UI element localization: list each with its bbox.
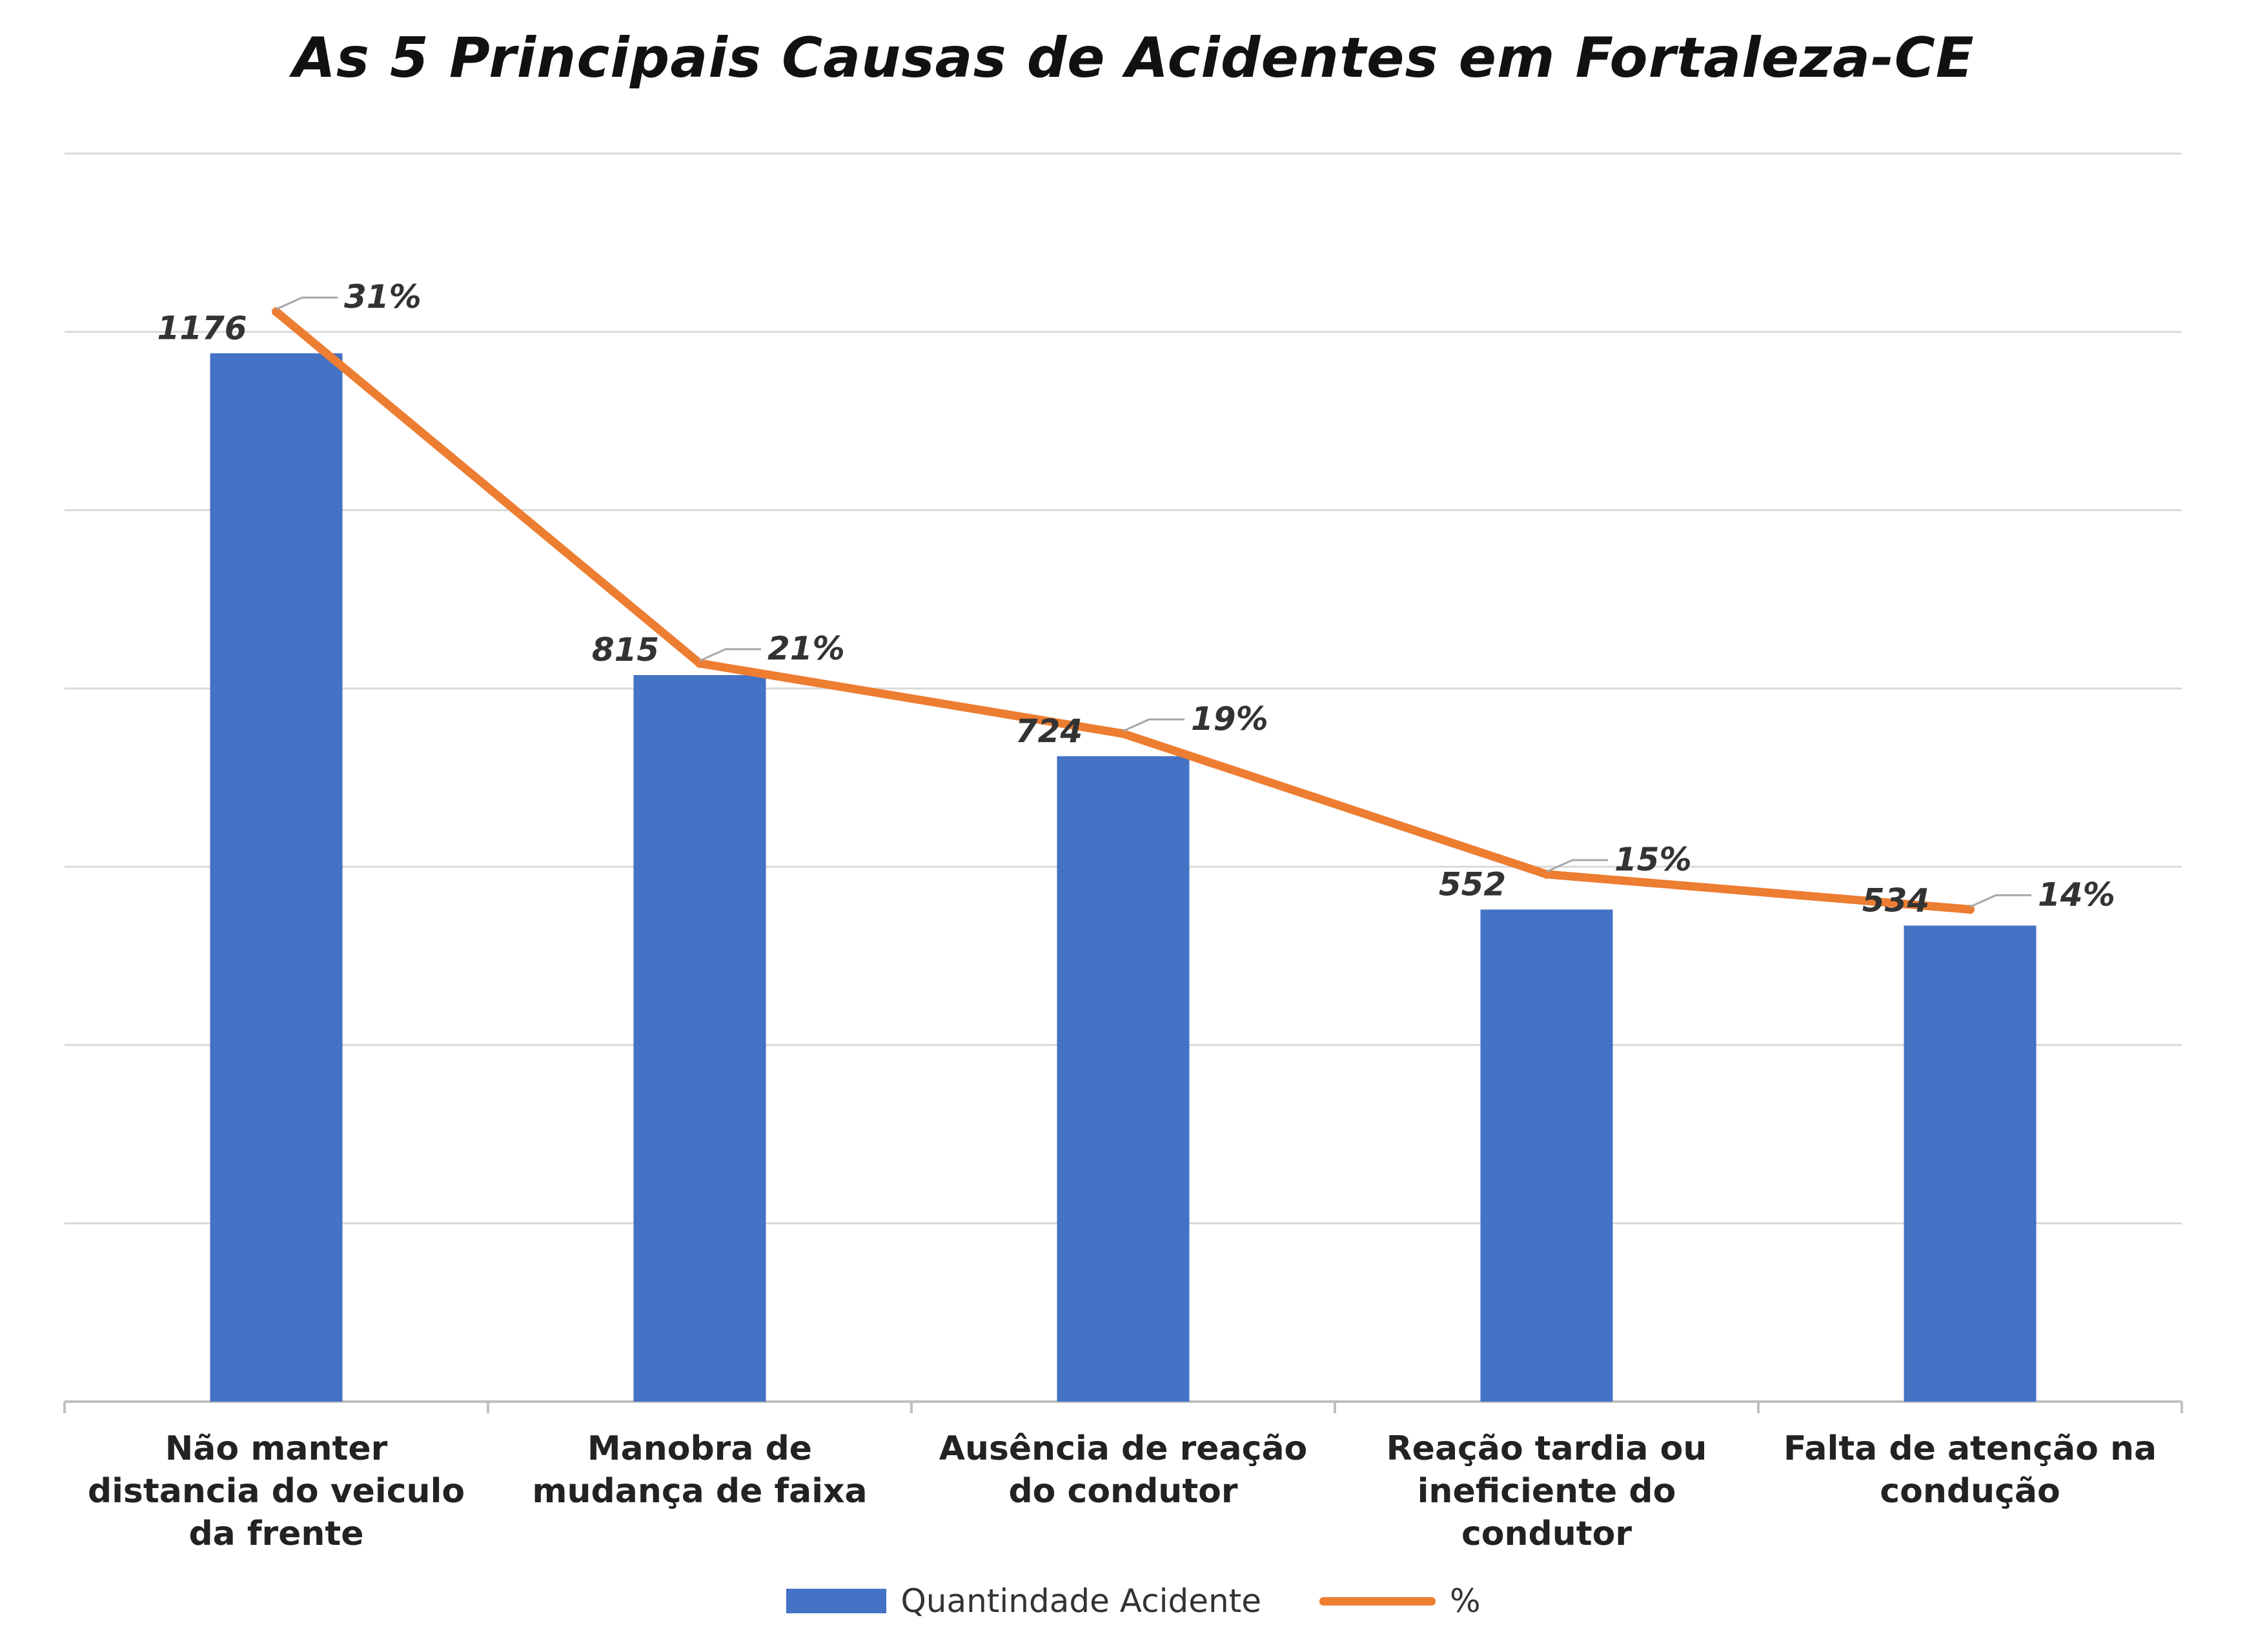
line-value-label: 19% — [1191, 700, 1268, 738]
legend-item-bars: Quantindade Acidente — [786, 1582, 1261, 1620]
bar-value-label: 724 — [1015, 712, 1083, 750]
chart-title: As 5 Principais Causas de Acidentes em F… — [292, 26, 1975, 90]
line-label-leader — [276, 296, 338, 310]
legend-line-swatch — [1319, 1597, 1436, 1606]
x-axis — [63, 1400, 2183, 1413]
line-point — [272, 307, 281, 317]
category-label: Não manter distancia do veiculo da frente — [88, 1429, 465, 1553]
line-point — [1542, 869, 1551, 879]
line-value-label: 15% — [1614, 841, 1692, 878]
line-point — [695, 658, 704, 668]
data-labels: 1176 815 724 552 534 31% 21% 19% 15% 14% — [157, 278, 2115, 919]
bar-value-label: 534 — [1862, 881, 1929, 919]
bar — [1057, 756, 1190, 1402]
line-point — [1119, 729, 1128, 738]
bar — [1904, 925, 2037, 1402]
bar — [1480, 909, 1613, 1402]
line-label-leader — [1123, 718, 1184, 732]
bar-value-label: 1176 — [157, 309, 247, 347]
category-label: Manobra de mudança de faixa — [532, 1429, 867, 1511]
line-value-label: 21% — [768, 630, 845, 667]
bar-value-label: 552 — [1439, 865, 1506, 903]
line-point — [1966, 905, 1975, 914]
line-label-leader — [699, 648, 761, 662]
line-label-leader — [1969, 894, 2031, 908]
bar — [210, 353, 343, 1402]
line-value-label: 31% — [344, 278, 422, 316]
bar-series — [210, 353, 2037, 1402]
category-labels: Não manter distancia do veiculo da frente M… — [88, 1429, 2157, 1553]
line-label-leader — [1546, 859, 1608, 873]
legend-bar-label: Quantindade Acidente — [900, 1582, 1262, 1620]
legend-item-line: % — [1319, 1582, 1481, 1620]
line-value-label: 14% — [2038, 876, 2115, 913]
category-label: Reação tardia ou ineficiente do condutor — [1387, 1429, 1707, 1553]
category-label: Ausência de reação do condutor — [939, 1429, 1308, 1511]
category-label: Falta de atenção na condução — [1784, 1429, 2157, 1511]
legend-line-label: % — [1450, 1582, 1481, 1620]
legend-bar-swatch — [786, 1589, 887, 1613]
bar-value-label: 815 — [592, 631, 659, 669]
legend: Quantindade Acidente % — [0, 1582, 2267, 1620]
line-series — [272, 307, 1975, 914]
bar — [633, 675, 766, 1402]
